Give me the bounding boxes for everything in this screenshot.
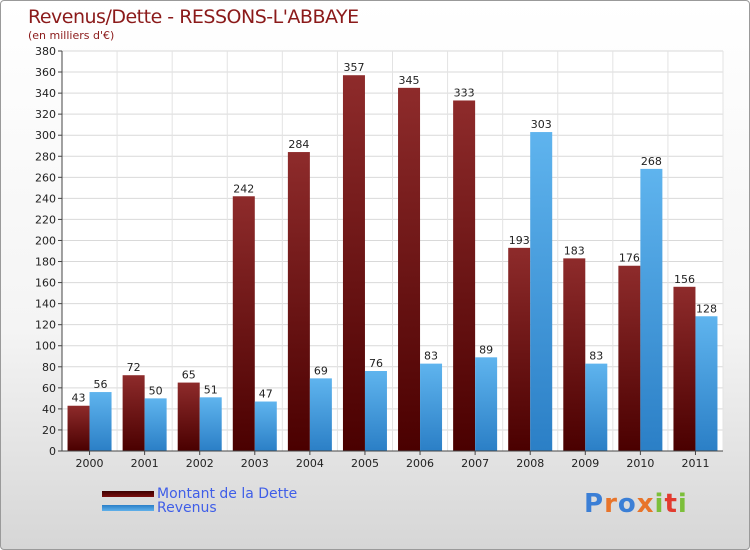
bar-debt-2002 (177, 382, 200, 451)
y-tick-label: 120 (35, 319, 56, 332)
x-tick-label: 2005 (351, 457, 379, 470)
value-label-revenue-2006: 83 (424, 350, 438, 363)
bar-revenue-2002 (199, 397, 222, 451)
value-label-revenue-2008: 303 (531, 118, 552, 131)
legend-swatch-revenue (102, 505, 154, 511)
value-label-revenue-2011: 128 (696, 302, 717, 315)
y-tick-label: 380 (35, 45, 56, 58)
value-label-debt-2001: 72 (127, 361, 141, 374)
y-tick-label: 180 (35, 256, 56, 269)
logo-letter: r (604, 489, 618, 519)
logo-letter: i (677, 489, 688, 519)
x-tick-label: 2001 (131, 457, 159, 470)
bar-revenue-2006 (420, 363, 443, 451)
bar-debt-2003 (232, 196, 255, 451)
value-label-revenue-2002: 51 (204, 383, 218, 396)
value-label-debt-2010: 176 (619, 252, 640, 265)
logo-letter: o (617, 489, 637, 519)
value-label-debt-2008: 193 (509, 234, 530, 247)
y-tick-label: 360 (35, 66, 56, 79)
logo-letter: t (664, 489, 678, 519)
bar-debt-2006 (398, 87, 421, 451)
value-label-revenue-2001: 50 (149, 384, 163, 397)
x-tick-label: 2008 (516, 457, 544, 470)
legend-label-revenue: Revenus (157, 500, 217, 516)
legend-swatch-debt (102, 491, 154, 497)
bar-debt-2000 (67, 405, 90, 451)
logo-letter: x (636, 489, 655, 519)
y-tick-label: 40 (42, 403, 56, 416)
y-tick-label: 260 (35, 171, 56, 184)
value-label-revenue-2000: 56 (94, 378, 108, 391)
y-tick-label: 300 (35, 129, 56, 142)
value-label-debt-2002: 65 (182, 369, 196, 382)
y-tick-label: 0 (49, 445, 56, 458)
value-label-debt-2003: 242 (233, 182, 254, 195)
logo-letter: P (584, 489, 605, 519)
y-tick-label: 80 (42, 361, 56, 374)
value-label-debt-2000: 43 (72, 392, 86, 405)
bar-revenue-2007 (475, 357, 498, 451)
y-tick-label: 60 (42, 382, 56, 395)
logo-letter: i (654, 489, 665, 519)
bar-revenue-2004 (309, 378, 332, 451)
y-tick-label: 220 (35, 213, 56, 226)
value-label-debt-2006: 345 (399, 74, 420, 87)
x-tick-label: 2010 (626, 457, 654, 470)
x-tick-label: 2007 (461, 457, 489, 470)
bar-revenue-2009 (585, 363, 608, 451)
grid-lines (61, 50, 724, 452)
bar-revenue-2005 (364, 371, 387, 451)
bar-revenue-2011 (695, 316, 718, 451)
bar-debt-2011 (673, 286, 696, 451)
chart-title: Revenus/Dette - RESSONS-L'ABBAYE (28, 6, 359, 28)
x-tick-label: 2011 (681, 457, 709, 470)
proxiti-logo: Proxiti (584, 489, 688, 519)
bar-revenue-2003 (254, 401, 277, 451)
bar-revenue-2010 (640, 168, 663, 452)
y-tick-label: 100 (35, 340, 56, 353)
y-tick-label: 200 (35, 234, 56, 247)
bar-debt-2005 (342, 75, 365, 452)
value-label-revenue-2003: 47 (259, 388, 273, 401)
y-tick-label: 160 (35, 277, 56, 290)
value-label-revenue-2010: 268 (641, 155, 662, 168)
legend-label-debt: Montant de la Dette (157, 486, 298, 502)
y-tick-label: 320 (35, 108, 56, 121)
value-label-debt-2007: 333 (454, 86, 475, 99)
y-tick-label: 240 (35, 192, 56, 205)
x-tick-label: 2002 (186, 457, 214, 470)
x-tick-label: 2009 (571, 457, 599, 470)
bar-debt-2007 (453, 100, 476, 451)
bar-revenue-2001 (144, 398, 167, 451)
bar-debt-2010 (618, 265, 641, 451)
y-tick-label: 140 (35, 298, 56, 311)
x-tick-label: 2003 (241, 457, 269, 470)
y-tick-label: 20 (42, 424, 56, 437)
y-tick-label: 340 (35, 87, 56, 100)
bar-debt-2001 (122, 375, 145, 451)
x-tick-label: 2004 (296, 457, 324, 470)
y-tick-label: 280 (35, 150, 56, 163)
axes: 0 20 40 60 80 100 120 140 160 180 200 220 240 260 280 3… (35, 45, 723, 470)
value-label-debt-2005: 357 (343, 61, 364, 74)
value-label-revenue-2005: 76 (369, 357, 383, 370)
bar-debt-2009 (563, 258, 586, 451)
value-label-debt-2004: 284 (288, 138, 309, 151)
value-label-debt-2009: 183 (564, 244, 585, 257)
value-label-debt-2011: 156 (674, 273, 695, 286)
bar-revenue-2000 (89, 392, 112, 451)
x-tick-label: 2000 (76, 457, 104, 470)
value-label-revenue-2004: 69 (314, 364, 328, 377)
bar-revenue-2008 (530, 132, 553, 452)
value-label-revenue-2009: 83 (589, 350, 603, 363)
bars (67, 75, 718, 452)
value-label-revenue-2007: 89 (479, 343, 493, 356)
x-tick-label: 2006 (406, 457, 434, 470)
bar-debt-2008 (508, 247, 531, 451)
chart-subtitle: (en milliers d'€) (28, 29, 115, 42)
bar-debt-2004 (287, 152, 310, 452)
